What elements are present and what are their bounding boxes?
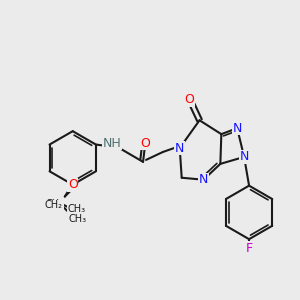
- Text: N: N: [175, 142, 184, 154]
- Text: O: O: [185, 93, 195, 106]
- Text: N: N: [232, 122, 242, 135]
- Text: O: O: [68, 178, 78, 191]
- Text: N: N: [239, 150, 249, 164]
- Text: NH: NH: [103, 136, 122, 150]
- Text: O: O: [68, 178, 78, 191]
- Text: CH₃: CH₃: [69, 214, 87, 224]
- Text: CH₃: CH₃: [68, 204, 86, 214]
- Text: CH₂: CH₂: [45, 200, 63, 211]
- Text: N: N: [199, 173, 208, 186]
- Text: CH₂: CH₂: [46, 200, 64, 209]
- Text: F: F: [245, 242, 253, 255]
- Text: O: O: [140, 136, 150, 150]
